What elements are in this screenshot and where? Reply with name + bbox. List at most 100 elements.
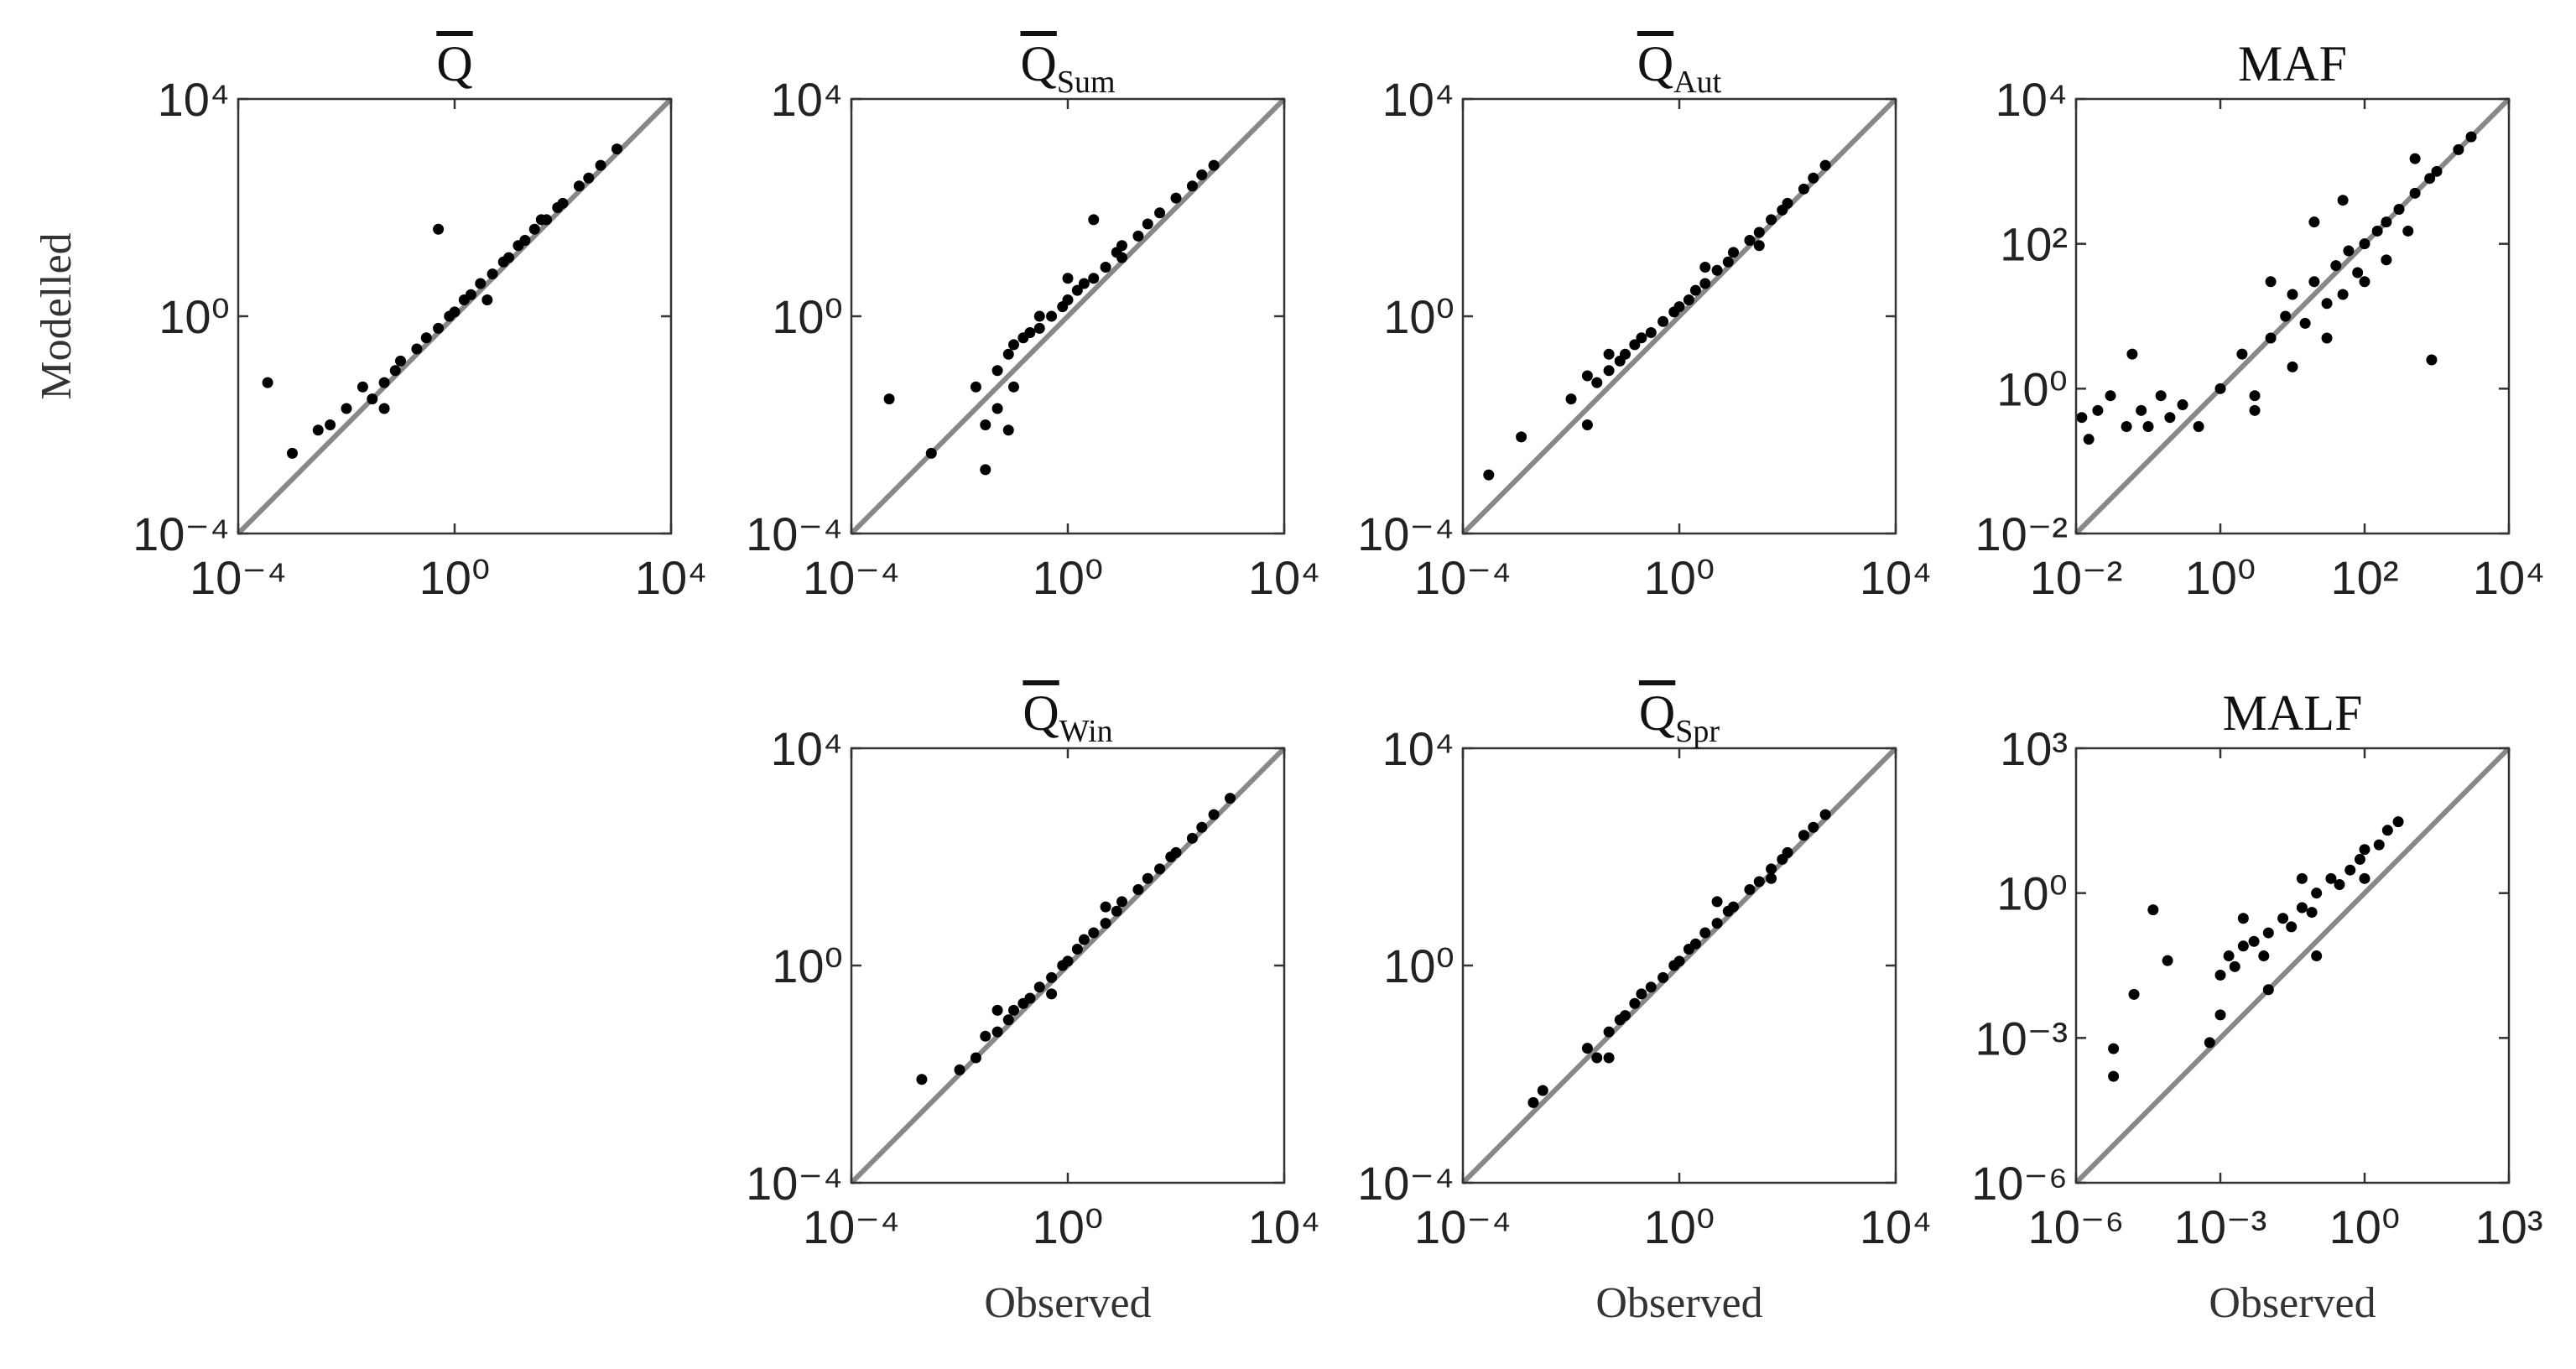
point (2359, 872, 2370, 884)
point (595, 159, 606, 171)
point (970, 381, 981, 393)
point (557, 197, 569, 209)
point (1798, 830, 1809, 841)
x-tick-label: 10⁰ (419, 551, 491, 604)
x-tick-label: 10⁻⁴ (1414, 551, 1512, 604)
point (1673, 301, 1685, 313)
y-tick-label: 10² (2000, 218, 2068, 271)
point (1603, 348, 1615, 360)
point (2409, 187, 2421, 199)
point (356, 381, 368, 393)
point (378, 377, 390, 388)
title-main: Q (436, 36, 472, 91)
point (2352, 267, 2364, 278)
point (2359, 276, 2370, 288)
x-tick-label: 10⁴ (635, 551, 707, 604)
point (1088, 273, 1100, 284)
point (2402, 225, 2414, 237)
title-main: Q (1637, 36, 1673, 91)
point (2465, 131, 2477, 143)
y-axis-label: Modelled (33, 232, 81, 399)
point (2249, 390, 2261, 402)
point (991, 1004, 1003, 1016)
point (1116, 240, 1127, 252)
point (2126, 348, 2138, 360)
point (2214, 1009, 2226, 1021)
point (1116, 896, 1127, 908)
subplot: 10⁻⁶ 10⁻³ 10⁰ 10³ 10⁻⁶ 10⁻³ 10⁰ 10³ MALF Observed (1971, 685, 2542, 1327)
point (1766, 214, 1777, 226)
point (411, 343, 423, 355)
point (1170, 192, 1182, 204)
point (2354, 853, 2365, 865)
point (1100, 918, 1111, 929)
point (1483, 469, 1495, 481)
point (1186, 832, 1198, 844)
point (2381, 254, 2392, 266)
x-tick-label: 10⁻² (2030, 551, 2123, 604)
point (2229, 960, 2240, 972)
point (2321, 298, 2333, 310)
point (2083, 434, 2095, 445)
subplot: 10⁻⁴ 10⁰ 10⁴ 10⁻⁴ 10⁰ 10⁴ QAut (1357, 36, 1932, 604)
point (449, 306, 461, 318)
x-tick-label: 10⁻³ (2174, 1200, 2267, 1253)
point (2287, 361, 2298, 372)
point (1208, 809, 1220, 820)
point (325, 419, 336, 430)
point (1046, 988, 1058, 1000)
point (1100, 901, 1111, 913)
point (2311, 950, 2323, 962)
point (2409, 153, 2421, 164)
point (1581, 370, 1593, 382)
point (2296, 902, 2308, 914)
point (1782, 846, 1793, 858)
point (2177, 398, 2188, 410)
x-tick-label: 10⁰ (2329, 1200, 2401, 1253)
x-tick-label: 10⁴ (1248, 551, 1320, 604)
point (1603, 1026, 1615, 1038)
x-tick-label: 10⁰ (1033, 551, 1104, 604)
point (1033, 981, 1045, 993)
point (2214, 969, 2226, 981)
point (2136, 404, 2147, 416)
point (519, 234, 531, 246)
point (1033, 310, 1045, 322)
point (2155, 390, 2167, 402)
point (1657, 971, 1669, 983)
y-tick-label: 10³ (2000, 722, 2068, 775)
y-tick-label: 10⁴ (1382, 722, 1455, 775)
point (2426, 354, 2438, 366)
point (1753, 226, 1765, 238)
point (1753, 876, 1765, 888)
point (2359, 844, 2370, 856)
point (1088, 214, 1100, 226)
point (1699, 262, 1711, 273)
x-tick-label: 10⁻⁶ (2028, 1200, 2125, 1253)
point (954, 1064, 965, 1075)
subplot-title: QWin (1023, 685, 1112, 749)
x-tick-label: 10⁻⁴ (1414, 1200, 1512, 1253)
point (367, 393, 378, 405)
point (481, 294, 493, 306)
point (2237, 913, 2249, 924)
y-tick-label: 10⁴ (158, 73, 230, 126)
identity-line (849, 96, 1287, 536)
subplot: 10⁻² 10⁰ 10² 10⁴ 10⁻² 10⁰ 10² 10⁴ MAF (1975, 36, 2546, 604)
x-tick-label: 10⁻⁴ (803, 1200, 900, 1253)
identity-line (1460, 96, 1898, 536)
y-tick-label: 10⁻⁴ (746, 1157, 843, 1210)
point (1657, 315, 1669, 327)
point (1527, 1096, 1539, 1108)
point (465, 289, 476, 300)
point (1645, 326, 1657, 338)
point (2258, 950, 2270, 962)
point (1002, 424, 1014, 436)
point (2343, 245, 2355, 257)
y-tick-label: 10⁻⁴ (1357, 508, 1455, 560)
y-tick-label: 10⁻⁴ (133, 508, 230, 560)
point (433, 223, 445, 235)
point (2371, 225, 2383, 237)
point (475, 278, 487, 289)
